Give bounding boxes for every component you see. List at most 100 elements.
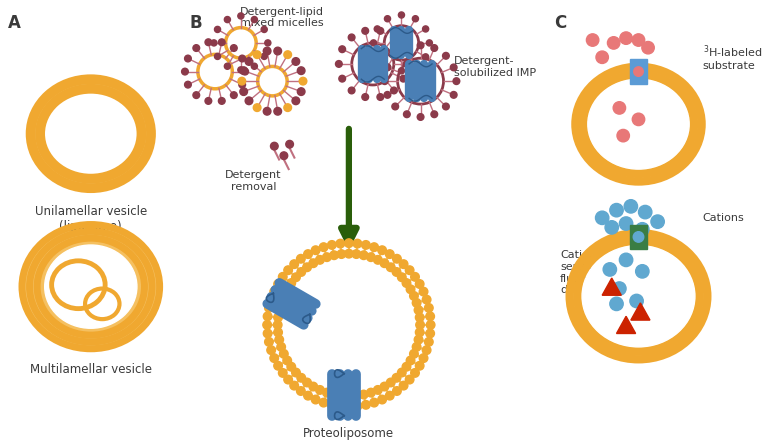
Circle shape [422, 346, 431, 354]
Circle shape [607, 36, 620, 49]
Circle shape [270, 354, 279, 362]
Circle shape [405, 375, 414, 384]
Ellipse shape [574, 237, 703, 356]
Circle shape [374, 255, 382, 264]
Circle shape [417, 113, 424, 120]
Circle shape [185, 81, 192, 88]
Circle shape [404, 111, 411, 117]
Circle shape [402, 362, 411, 371]
Circle shape [352, 43, 394, 85]
Circle shape [359, 251, 368, 259]
Circle shape [264, 338, 273, 346]
Circle shape [205, 97, 211, 104]
Circle shape [424, 303, 433, 312]
Ellipse shape [33, 81, 149, 186]
Circle shape [353, 239, 362, 248]
Circle shape [205, 39, 211, 45]
Circle shape [378, 395, 386, 404]
Circle shape [414, 336, 423, 344]
Circle shape [330, 251, 339, 259]
Circle shape [636, 265, 649, 278]
Circle shape [296, 387, 305, 395]
Circle shape [245, 97, 253, 105]
Circle shape [240, 67, 247, 74]
Circle shape [240, 88, 247, 95]
Text: Detergent-lipid
mixed micelles: Detergent-lipid mixed micelles [240, 7, 324, 28]
Circle shape [370, 398, 378, 407]
Circle shape [398, 68, 404, 74]
Circle shape [283, 285, 292, 294]
Text: Unilamellar vesicle
(liposome): Unilamellar vesicle (liposome) [34, 206, 147, 233]
Circle shape [362, 241, 370, 249]
Circle shape [398, 273, 406, 282]
Circle shape [224, 16, 231, 23]
Circle shape [290, 381, 299, 390]
Circle shape [651, 215, 664, 228]
Circle shape [391, 34, 398, 41]
Circle shape [392, 267, 401, 276]
Circle shape [370, 243, 378, 251]
Circle shape [349, 34, 355, 41]
Circle shape [198, 54, 232, 89]
Circle shape [193, 92, 200, 98]
Circle shape [225, 28, 256, 58]
Circle shape [292, 97, 300, 105]
Circle shape [345, 402, 353, 411]
Circle shape [410, 349, 418, 358]
Circle shape [264, 312, 272, 321]
Circle shape [375, 54, 381, 60]
Circle shape [398, 58, 444, 104]
Circle shape [400, 75, 407, 82]
Polygon shape [602, 278, 621, 295]
Circle shape [393, 387, 401, 395]
Circle shape [231, 92, 237, 98]
Circle shape [400, 46, 407, 53]
Circle shape [319, 398, 328, 407]
Circle shape [311, 246, 320, 255]
Circle shape [610, 297, 624, 311]
Circle shape [303, 391, 313, 400]
Ellipse shape [582, 246, 695, 347]
Ellipse shape [588, 79, 689, 169]
Circle shape [336, 61, 342, 67]
Circle shape [316, 386, 324, 394]
Text: Cations: Cations [702, 213, 745, 223]
Circle shape [595, 211, 609, 225]
Circle shape [218, 39, 225, 45]
Circle shape [238, 77, 246, 85]
Circle shape [303, 378, 311, 387]
Circle shape [214, 26, 221, 32]
Bar [630, 225, 647, 249]
Circle shape [381, 78, 388, 85]
Circle shape [224, 63, 231, 69]
Circle shape [264, 303, 273, 312]
Circle shape [193, 44, 200, 51]
Circle shape [287, 279, 296, 287]
Circle shape [322, 253, 331, 262]
Circle shape [275, 306, 283, 314]
Circle shape [411, 368, 419, 377]
Text: Detergent-
solubilized IMP: Detergent- solubilized IMP [454, 56, 536, 77]
Circle shape [267, 295, 276, 304]
Circle shape [362, 28, 368, 34]
Circle shape [406, 356, 415, 365]
Circle shape [261, 53, 267, 60]
Circle shape [263, 320, 271, 329]
Circle shape [453, 78, 460, 85]
Circle shape [337, 392, 345, 400]
Circle shape [345, 392, 353, 401]
Ellipse shape [42, 91, 139, 177]
Ellipse shape [85, 288, 119, 319]
Circle shape [632, 113, 645, 125]
Circle shape [277, 299, 286, 307]
Polygon shape [617, 316, 636, 333]
Circle shape [254, 51, 261, 58]
Ellipse shape [582, 246, 695, 347]
Circle shape [417, 42, 424, 49]
Circle shape [412, 299, 421, 307]
Circle shape [431, 111, 437, 117]
Circle shape [587, 34, 599, 46]
Ellipse shape [22, 225, 159, 349]
Circle shape [273, 320, 282, 329]
Circle shape [270, 142, 278, 150]
